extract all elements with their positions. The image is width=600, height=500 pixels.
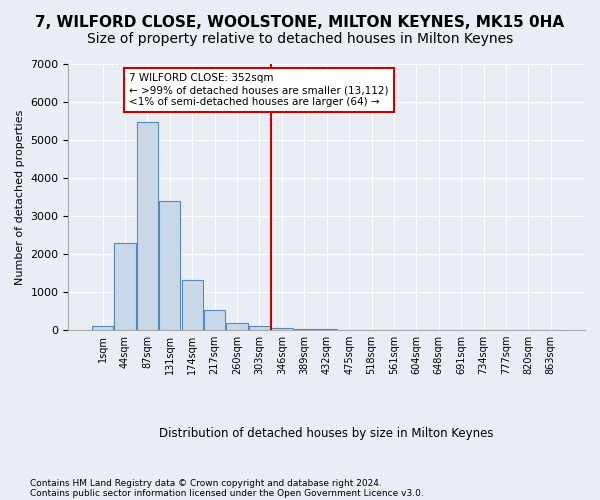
Text: Contains HM Land Registry data © Crown copyright and database right 2024.: Contains HM Land Registry data © Crown c… [30,478,382,488]
Bar [115,244,136,330]
Text: 7, WILFORD CLOSE, WOOLSTONE, MILTON KEYNES, MK15 0HA: 7, WILFORD CLOSE, WOOLSTONE, MILTON KEYN… [35,15,565,30]
Y-axis label: Number of detached properties: Number of detached properties [15,109,25,284]
Bar [249,326,270,330]
Bar [204,310,225,330]
X-axis label: Distribution of detached houses by size in Milton Keynes: Distribution of detached houses by size … [160,427,494,440]
Bar [182,280,203,330]
Bar [293,328,315,330]
Text: Size of property relative to detached houses in Milton Keynes: Size of property relative to detached ho… [87,32,513,46]
Bar [271,328,293,330]
Bar [159,201,181,330]
Bar [226,323,248,330]
Text: Contains public sector information licensed under the Open Government Licence v3: Contains public sector information licen… [30,488,424,498]
Bar [92,326,113,330]
Bar [137,122,158,330]
Text: 7 WILFORD CLOSE: 352sqm
← >99% of detached houses are smaller (13,112)
<1% of se: 7 WILFORD CLOSE: 352sqm ← >99% of detach… [130,74,389,106]
